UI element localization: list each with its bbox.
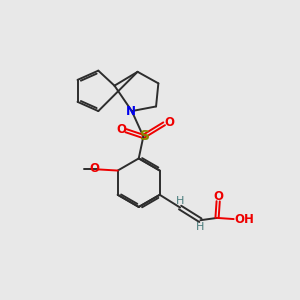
Text: N: N bbox=[126, 105, 136, 118]
Text: S: S bbox=[140, 130, 149, 143]
Text: O: O bbox=[213, 190, 223, 203]
Text: O: O bbox=[116, 123, 126, 136]
Text: OH: OH bbox=[235, 213, 255, 226]
Text: O: O bbox=[90, 162, 100, 175]
Text: H: H bbox=[176, 196, 185, 206]
Text: O: O bbox=[164, 116, 174, 129]
Text: H: H bbox=[196, 222, 204, 232]
